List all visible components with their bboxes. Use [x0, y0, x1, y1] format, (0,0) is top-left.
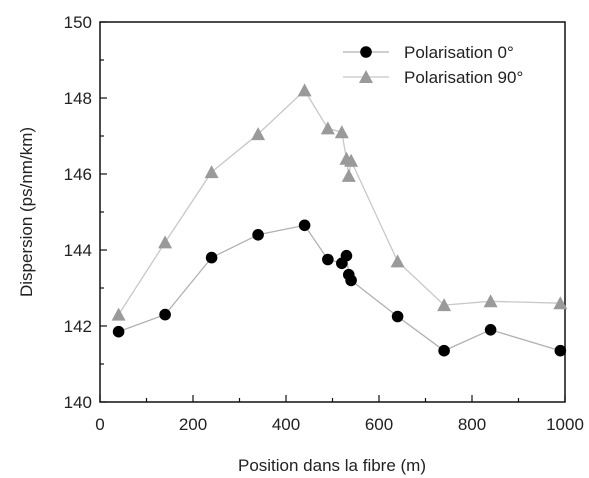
data-point-polarisation-0: [391, 310, 404, 323]
y-tick-label: 150: [64, 13, 92, 32]
legend-label-polarisation-0: Polarisation 0°: [404, 43, 514, 62]
y-tick-label: 148: [64, 89, 92, 108]
x-tick-label: 800: [458, 415, 486, 434]
x-tick-label: 1000: [546, 415, 584, 434]
data-point-polarisation-0: [112, 325, 125, 338]
x-axis-title: Position dans la fibre (m): [238, 456, 426, 475]
data-point-polarisation-90: [390, 254, 405, 268]
data-point-polarisation-0: [340, 249, 353, 262]
x-axis-ticks: 0 200 400 600 800 1000: [95, 395, 584, 434]
y-axis-ticks: 140 142 144 146 148 150: [64, 13, 107, 412]
series-layer: [111, 83, 568, 357]
data-point-polarisation-90: [334, 125, 349, 139]
data-point-polarisation-90: [111, 307, 126, 321]
data-point-polarisation-90: [204, 165, 219, 179]
x-tick-label: 0: [95, 415, 104, 434]
data-point-polarisation-0: [345, 274, 357, 287]
data-point-polarisation-0: [484, 324, 497, 336]
x-tick-label: 200: [179, 415, 207, 434]
legend-label-polarisation-90: Polarisation 90°: [404, 68, 523, 87]
data-point-polarisation-0: [205, 251, 218, 264]
data-point-polarisation-0: [322, 253, 334, 266]
data-point-polarisation-90: [158, 235, 173, 249]
data-point-polarisation-90: [320, 121, 335, 135]
data-point-polarisation-0: [159, 308, 171, 321]
series-line-polarisation-90: [118, 89, 561, 315]
data-point-polarisation-0: [298, 219, 311, 232]
x-tick-label: 400: [272, 415, 300, 434]
data-point-polarisation-90: [553, 296, 568, 310]
data-point-polarisation-90: [344, 153, 359, 167]
y-axis-title: Dispersion (ps/nm/km): [17, 127, 36, 297]
legend: Polarisation 0° Polarisation 90°: [343, 43, 523, 87]
data-point-polarisation-90: [251, 127, 266, 141]
y-tick-label: 146: [64, 165, 92, 184]
y-tick-label: 144: [64, 241, 92, 260]
data-point-polarisation-90: [297, 83, 312, 97]
data-point-polarisation-0: [438, 344, 450, 357]
y-tick-label: 142: [64, 317, 92, 336]
x-tick-label: 600: [365, 415, 393, 434]
data-point-polarisation-90: [437, 298, 452, 312]
data-point-polarisation-0: [554, 344, 567, 357]
legend-marker-polarisation-0: [360, 46, 372, 58]
data-point-polarisation-90: [341, 168, 356, 182]
y-tick-label: 140: [64, 393, 92, 412]
data-point-polarisation-90: [483, 294, 498, 308]
data-point-polarisation-0: [252, 229, 264, 241]
legend-marker-polarisation-90: [359, 70, 373, 83]
